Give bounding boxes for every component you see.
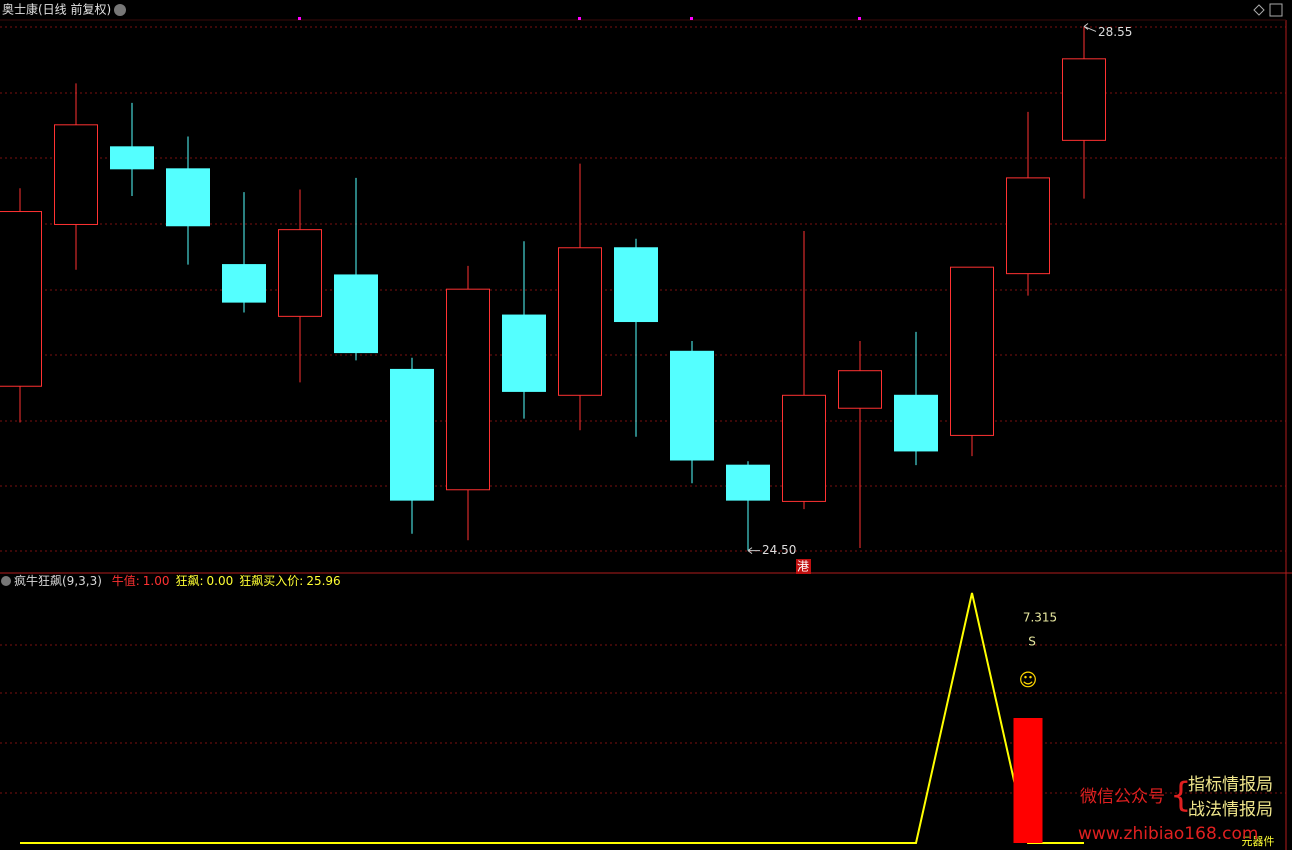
candle-body	[894, 394, 938, 452]
legend-value: 0.00	[207, 574, 234, 588]
watermark-line: 指标情报局	[1188, 775, 1273, 795]
candle-body	[166, 168, 210, 227]
candle-body	[838, 370, 882, 409]
label-arrow	[1083, 23, 1097, 32]
candle-body	[110, 146, 154, 170]
legend-value: 1.00	[143, 574, 170, 588]
dropdown-icon[interactable]	[114, 4, 126, 16]
candle-body	[390, 368, 434, 501]
watermark-brace: {	[1170, 776, 1192, 816]
watermark-label: 微信公众号	[1080, 787, 1165, 807]
legend-label: 狂飙:	[176, 573, 204, 588]
candle-body	[558, 247, 602, 396]
diamond-icon[interactable]	[1253, 4, 1265, 16]
indicator-title: 疯牛狂飙(9,3,3)	[14, 573, 102, 588]
candle-body	[782, 394, 826, 502]
annotation: ☺	[1019, 670, 1038, 691]
watermark-url: www.zhibiao168.com	[1078, 824, 1258, 844]
candle-body	[54, 124, 98, 225]
candle-body	[950, 266, 994, 436]
candle-body	[222, 264, 266, 303]
footer-label: 元器件	[1242, 835, 1275, 848]
candle-body	[502, 314, 546, 392]
legend-value: 25.96	[306, 574, 340, 588]
grid	[0, 26, 1286, 794]
candle-body	[1062, 58, 1106, 141]
legend-label: 狂飙买入价:	[239, 573, 303, 588]
marker-box	[796, 559, 811, 574]
candle-body	[1006, 177, 1050, 275]
annotation: S	[1028, 635, 1036, 649]
chart-title: 奥士康(日线 前复权)	[2, 2, 111, 17]
candle-body	[726, 464, 770, 501]
indicator-line	[20, 592, 1084, 844]
candle-body	[670, 350, 714, 461]
legend-label: 牛值:	[112, 573, 140, 588]
low-label: 24.50	[762, 543, 796, 557]
high-label: 28.55	[1098, 25, 1132, 39]
candle-body	[446, 288, 490, 491]
annotation: 7.315	[1023, 611, 1057, 625]
candle-body	[278, 229, 322, 317]
candle-body	[0, 211, 42, 387]
window-icon[interactable]	[1269, 3, 1283, 17]
candle-body	[614, 247, 658, 323]
marker-text: 港	[797, 560, 809, 574]
dropdown-icon[interactable]	[1, 576, 11, 586]
candle-body	[334, 274, 378, 354]
label-arrow	[747, 547, 760, 554]
indicator-bar	[1013, 718, 1043, 843]
watermark: 微信公众号 { 指标情报局 战法情报局 www.zhibiao168.com	[1078, 775, 1273, 844]
indicator-legend: 疯牛狂飙(9,3,3) 牛值: 1.00 狂飙: 0.00 狂飙买入价: 25.96	[14, 573, 341, 588]
watermark-line: 战法情报局	[1188, 800, 1273, 820]
signal-dots	[298, 17, 861, 20]
